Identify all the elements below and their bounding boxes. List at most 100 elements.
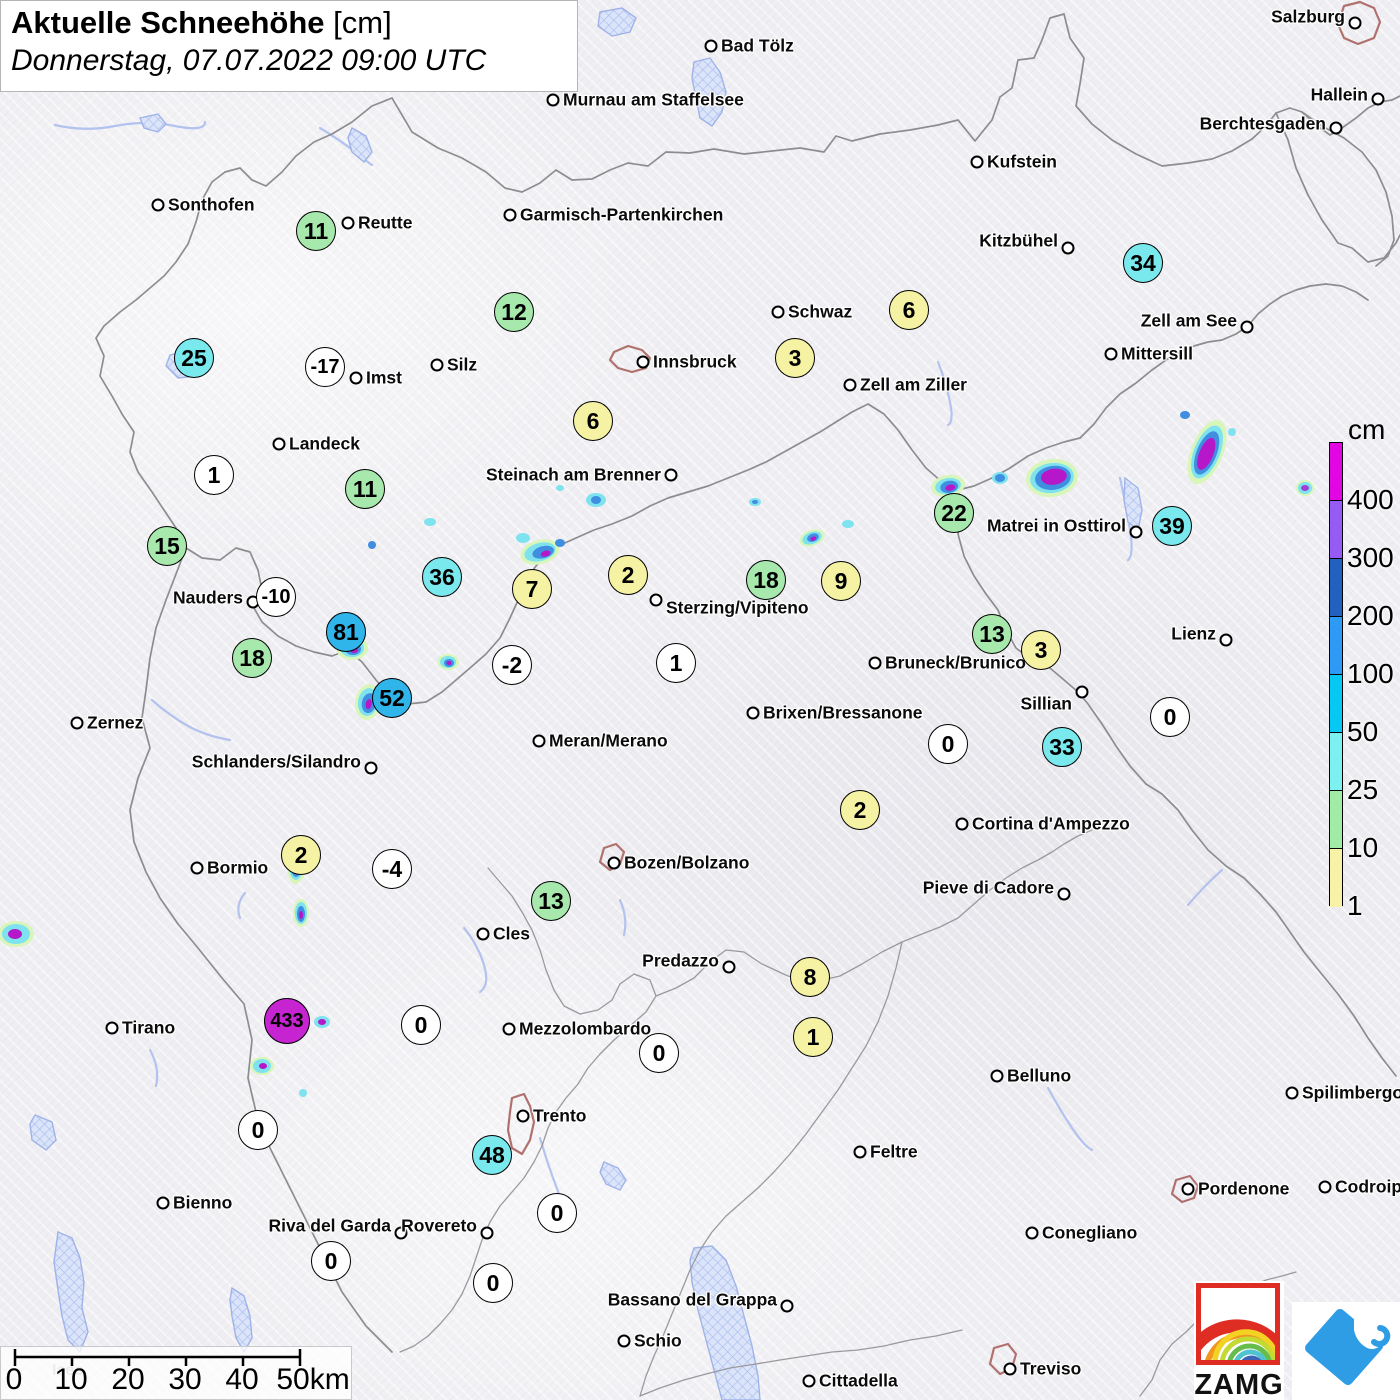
city-marker <box>1285 1086 1299 1100</box>
station-value-circle: 0 <box>928 724 968 764</box>
station-value-circle: 8 <box>790 957 830 997</box>
city-marker <box>868 656 882 670</box>
station-value-circle: 1 <box>194 455 234 495</box>
city-label: Rovereto <box>401 1215 477 1236</box>
legend-tick-label: 25 <box>1347 774 1379 805</box>
city-label: Matrei in Osttirol <box>986 515 1126 536</box>
city-marker <box>1129 525 1143 539</box>
zamg-rainbow-icon <box>1201 1319 1275 1360</box>
city-label: Conegliano <box>1042 1222 1138 1243</box>
city-label: Riva del Garda <box>268 1215 391 1236</box>
city-marker <box>503 208 517 222</box>
station-value-circle: 25 <box>174 338 214 378</box>
scalebar <box>0 1346 352 1400</box>
city-marker <box>1219 633 1233 647</box>
city-label: Zell am See <box>1140 310 1237 331</box>
city-marker <box>151 198 165 212</box>
city-label: Treviso <box>1020 1358 1082 1379</box>
city-marker <box>349 371 363 385</box>
station-value-circle: 2 <box>281 835 321 875</box>
city-label: Sillian <box>1020 693 1072 714</box>
legend-segment <box>1330 617 1342 675</box>
city-marker <box>970 155 984 169</box>
city-marker <box>1075 685 1089 699</box>
station-value-circle: 34 <box>1123 243 1163 283</box>
city-label: Belluno <box>1007 1065 1072 1086</box>
station-value-circle: 433 <box>264 998 310 1044</box>
legend-segment <box>1330 791 1342 849</box>
scalebar-label: 0 <box>5 1363 23 1396</box>
scalebar-label: 10 <box>54 1363 88 1396</box>
station-value-circle: 0 <box>401 1005 441 1045</box>
station-value-circle: 13 <box>531 881 571 921</box>
zamg-logo-text: ZAMG <box>1194 1369 1284 1400</box>
city-marker <box>430 358 444 372</box>
city-label: Cles <box>493 923 530 944</box>
city-marker <box>1025 1226 1039 1240</box>
scalebar-label: 20 <box>111 1363 145 1396</box>
title-main: Aktuelle Schneehöhe <box>11 5 325 40</box>
city-label: Mezzolombardo <box>519 1018 652 1039</box>
legend-tick-label: 100 <box>1347 658 1394 689</box>
city-marker <box>1057 887 1071 901</box>
city-marker <box>1104 347 1118 361</box>
city-label: Kitzbühel <box>979 230 1058 251</box>
city-marker <box>746 706 760 720</box>
station-value-circle: 12 <box>494 292 534 332</box>
station-value-circle: 18 <box>232 638 272 678</box>
legend-tick-label: 200 <box>1347 600 1394 631</box>
station-value-circle: 3 <box>1021 630 1061 670</box>
city-marker <box>341 216 355 230</box>
avalanche-mountain-icon <box>1305 1309 1391 1385</box>
station-value-circle: 22 <box>934 493 974 533</box>
legend-unit-label: cm <box>1348 414 1386 445</box>
city-marker <box>780 1299 794 1313</box>
city-label: Feltre <box>870 1141 918 1162</box>
city-label: Schlanders/Silandro <box>191 751 361 772</box>
city-label: Landeck <box>289 433 360 454</box>
city-marker <box>771 305 785 319</box>
city-marker <box>649 593 663 607</box>
city-label: Hallein <box>1310 84 1368 105</box>
city-marker <box>364 761 378 775</box>
city-label: Cittadella <box>819 1370 898 1391</box>
city-marker <box>532 734 546 748</box>
station-value-circle: 13 <box>972 614 1012 654</box>
city-label: Bormio <box>207 857 269 878</box>
scalebar-label: 50km <box>276 1363 350 1396</box>
legend-segment <box>1330 443 1342 501</box>
city-marker <box>190 861 204 875</box>
legend-tick-label: 50 <box>1347 716 1379 747</box>
legend-tick-label: 1 <box>1347 890 1363 921</box>
city-label: Sonthofen <box>168 194 255 215</box>
city-label: Sterzing/Vipiteno <box>666 597 809 618</box>
station-value-circle: 6 <box>889 290 929 330</box>
city-marker <box>502 1022 516 1036</box>
station-value-circle: -10 <box>256 577 296 617</box>
city-label: Lienz <box>1171 623 1216 644</box>
station-value-circle: 2 <box>608 555 648 595</box>
city-label: Pieve di Cadore <box>922 877 1054 898</box>
legend-segment <box>1330 675 1342 733</box>
city-marker <box>546 93 560 107</box>
city-label: Kufstein <box>987 151 1057 172</box>
station-value-circle: 11 <box>345 469 385 509</box>
city-label: Bozen/Bolzano <box>624 852 750 873</box>
city-marker <box>636 355 650 369</box>
city-label: Brixen/Bressanone <box>763 702 923 723</box>
city-marker <box>480 1226 494 1240</box>
city-marker <box>853 1145 867 1159</box>
city-label: Schio <box>634 1330 682 1351</box>
city-label: Innsbruck <box>653 351 737 372</box>
city-marker <box>1181 1182 1195 1196</box>
station-value-circle: 3 <box>775 338 815 378</box>
station-value-circle: 15 <box>147 526 187 566</box>
city-marker <box>70 716 84 730</box>
station-value-circle: -17 <box>305 347 345 387</box>
city-label: Bad Tölz <box>721 35 794 56</box>
station-value-circle: 6 <box>573 401 613 441</box>
title-box: Aktuelle Schneehöhe [cm] Donnerstag, 07.… <box>0 0 578 92</box>
city-marker <box>607 856 621 870</box>
city-marker <box>704 39 718 53</box>
